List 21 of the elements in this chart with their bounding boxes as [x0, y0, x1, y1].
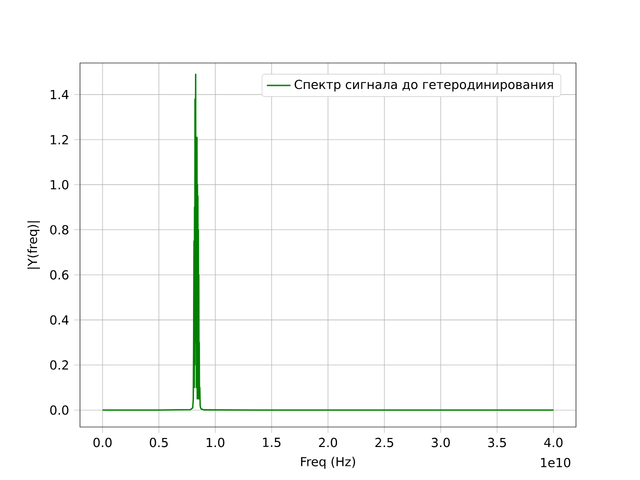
- x-tick-label: 1.0: [206, 438, 224, 448]
- y-tick-label: 0.4: [50, 315, 69, 325]
- x-tick-label: 3.0: [432, 438, 450, 448]
- y-tick-label: 1.2: [50, 135, 68, 144]
- y-tick-label: 1.4: [50, 90, 69, 100]
- y-tick-label: 1.0: [50, 180, 68, 190]
- y-tick-label: 0.8: [50, 225, 68, 234]
- text: 1e10: [541, 458, 570, 468]
- x-tick-label: 1.5: [263, 438, 280, 448]
- y-tick-label: 0.0: [50, 405, 68, 415]
- y-axis-title: |Y(freq)|: [27, 221, 40, 269]
- legend-label: Спектр сигнала до гетеродинирования: [294, 80, 553, 92]
- x-tick-label: 2.5: [375, 438, 394, 448]
- x-tick-label: 2.0: [319, 438, 338, 448]
- x-tick-label: 4.0: [544, 438, 563, 448]
- y-tick-label: 0.6: [50, 270, 68, 280]
- x-tick-label: 0.5: [150, 438, 168, 448]
- x-axis-title: Freq (Hz): [301, 456, 356, 469]
- y-tick-label: 0.2: [50, 360, 68, 370]
- x-tick-label: 3.5: [488, 438, 506, 448]
- x-tick-label: 0.0: [93, 438, 112, 448]
